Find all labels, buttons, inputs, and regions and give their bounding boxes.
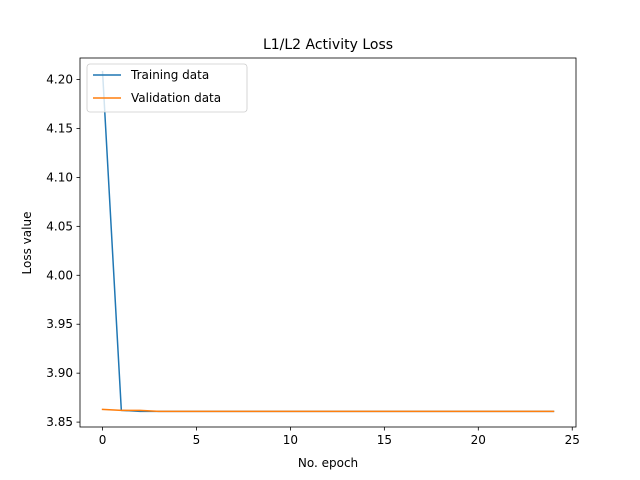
- x-axis: 0 5 10 15 20 25: [99, 427, 580, 447]
- y-tick-label: 4.20: [46, 73, 73, 87]
- x-tick-label: 20: [471, 433, 486, 447]
- y-tick-label: 3.85: [46, 415, 73, 429]
- legend: Training data Validation data: [86, 63, 248, 113]
- chart-title: L1/L2 Activity Loss: [263, 37, 393, 53]
- x-tick-label: 15: [377, 433, 392, 447]
- y-tick-label: 4.00: [46, 268, 73, 282]
- series-line-1: [101, 70, 555, 413]
- legend-box: [86, 63, 248, 113]
- y-tick-label: 3.90: [46, 366, 73, 380]
- x-tick-label: 25: [565, 433, 580, 447]
- plot-area: [79, 57, 577, 428]
- y-axis: 3.85 3.90 3.95 4.00 4.05 4.10 4.15 4.20: [46, 73, 80, 429]
- x-tick-label: 10: [283, 433, 298, 447]
- series-line-2: [101, 408, 555, 413]
- y-axis-label: Loss value: [20, 212, 34, 275]
- legend-label-2: Validation data: [131, 91, 221, 105]
- y-tick-label: 4.15: [46, 121, 73, 135]
- x-tick-label: 5: [193, 433, 201, 447]
- plot-frame: [79, 57, 577, 428]
- y-tick-label: 4.05: [46, 219, 73, 233]
- y-tick-label: 3.95: [46, 317, 73, 331]
- legend-label-1: Training data: [130, 68, 209, 82]
- x-axis-label: No. epoch: [298, 456, 358, 470]
- x-tick-label: 0: [99, 433, 107, 447]
- y-tick-label: 4.10: [46, 170, 73, 184]
